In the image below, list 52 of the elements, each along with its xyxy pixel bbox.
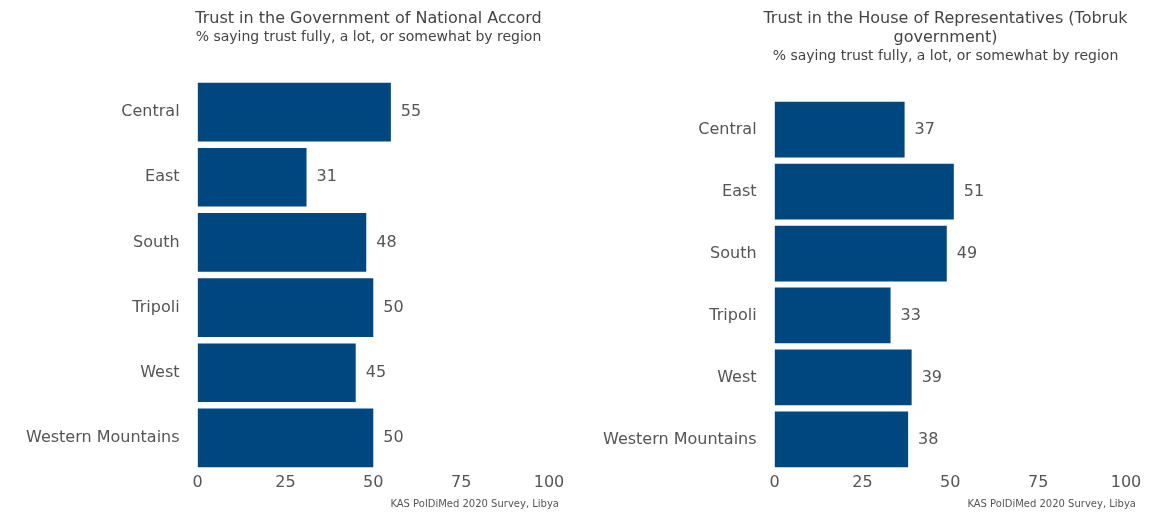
- bar: [197, 343, 356, 403]
- x-tick-label: 50: [363, 472, 384, 492]
- x-tick-label: 0: [192, 472, 203, 492]
- y-tick-label: Tripoli: [131, 296, 180, 316]
- bar: [197, 278, 374, 337]
- bar: [774, 349, 912, 406]
- data-label: 50: [383, 426, 404, 446]
- data-label: 48: [376, 231, 397, 251]
- bar: [197, 213, 367, 272]
- data-label: 45: [365, 361, 387, 381]
- text: KAS PolDiMed 2020 Survey, Libya: [389, 498, 560, 509]
- bar: [774, 101, 905, 158]
- data-label: 31: [316, 166, 337, 186]
- x-tick-label: 75: [450, 472, 472, 492]
- y-tick-label: Western Mountains: [603, 428, 757, 448]
- data-label: 38: [918, 428, 939, 448]
- bar: [774, 225, 947, 282]
- y-tick-label: South: [133, 231, 180, 251]
- bar: [774, 411, 909, 468]
- data-label: 55: [400, 101, 422, 121]
- x-tick-label: 25: [275, 472, 296, 492]
- chart-subtitle: % saying trust fully, a lot, or somewhat by region: [194, 27, 543, 46]
- y-tick-label: Western Mountains: [26, 426, 180, 446]
- bar: [774, 163, 954, 220]
- data-label: 51: [963, 180, 985, 200]
- y-tick-label: Central: [698, 118, 757, 138]
- x-tick-label: 0: [769, 472, 780, 492]
- y-tick-label: West: [717, 366, 757, 386]
- y-tick-label: Central: [121, 101, 180, 121]
- y-tick-label: East: [722, 180, 757, 200]
- x-tick-label: 100: [1110, 472, 1142, 492]
- data-label: 39: [921, 366, 942, 386]
- y-tick-label: South: [710, 242, 757, 262]
- y-tick-label: East: [145, 166, 180, 186]
- chart-subtitle: % saying trust fully, a lot, or somewhat by region: [771, 46, 1120, 65]
- y-tick-label: Tripoli: [708, 304, 757, 324]
- bar: [197, 147, 307, 207]
- bar: [197, 82, 391, 142]
- x-tick-label: 25: [852, 472, 873, 492]
- data-label: 37: [914, 118, 935, 138]
- y-tick-label: West: [140, 361, 180, 381]
- text: KAS PolDiMed 2020 Survey, Libya: [966, 498, 1137, 509]
- data-label: 49: [956, 242, 978, 262]
- chart-title: Trust in the House of Representatives (Tobruk government): [762, 8, 1129, 46]
- x-tick-label: 75: [1027, 472, 1049, 492]
- data-label: 50: [383, 296, 404, 316]
- chart-title: Trust in the Government of National Accord: [194, 8, 543, 27]
- x-tick-label: 100: [533, 472, 565, 492]
- data-label: 33: [900, 304, 921, 324]
- x-tick-label: 50: [940, 472, 961, 492]
- bar: [774, 287, 891, 344]
- bar: [197, 408, 374, 468]
